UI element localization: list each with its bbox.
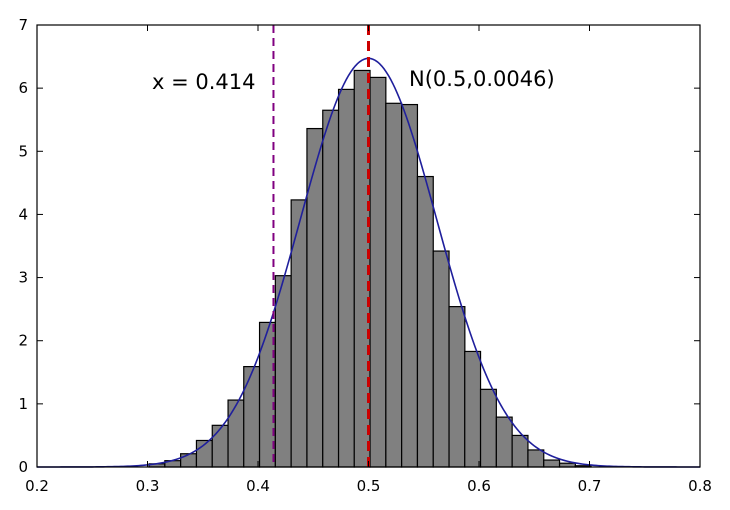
y-tick-label-2: 2 [18,332,28,350]
histogram-bar-10 [306,127,324,468]
histogram-bar-15 [385,102,403,468]
histogram-bar-16 [401,103,419,468]
observed-x-annotation: x = 0.414 [152,70,256,94]
histogram-bar-22 [495,416,513,468]
histogram-bar-11 [322,109,340,468]
y-tick-label-5: 5 [18,142,28,160]
histogram-bar-24 [527,449,545,468]
x-tick-label-6: 0.8 [688,477,712,495]
histogram-bar-2 [180,453,198,468]
histogram-bar-14 [369,76,387,468]
normal-curve-annotation: N(0.5,0.0046) [409,67,555,91]
histogram-bar-20 [464,350,482,468]
histogram-bar-25 [543,459,561,468]
y-tick-label-3: 3 [18,269,28,287]
y-tick-label-4: 4 [18,205,28,223]
histogram-bar-5 [227,399,245,468]
x-tick-label-0: 0.2 [25,477,49,495]
x-tick-label-1: 0.3 [136,477,160,495]
y-tick-label-1: 1 [18,395,28,413]
histogram-bar-12 [337,88,355,468]
y-tick-label-6: 6 [18,79,28,97]
histogram-bar-23 [511,434,529,468]
x-tick-label-3: 0.5 [357,477,381,495]
y-tick-label-0: 0 [18,458,28,476]
x-tick-label-5: 0.7 [578,477,602,495]
histogram-bar-8 [274,275,292,468]
histogram-bar-6 [243,366,261,468]
histogram-bar-17 [416,175,434,468]
x-tick-label-4: 0.6 [467,477,491,495]
axis-ticks: 0.2 0.3 0.4 0.5 0.6 0.7 0.8 0 1 2 3 4 5 6 7 [18,16,711,495]
histogram-bars [148,69,592,468]
histogram-bar-19 [448,306,466,468]
histogram-bar-4 [211,424,229,468]
histogram-bar-18 [432,250,450,468]
y-tick-label-7: 7 [18,16,28,34]
histogram-bar-9 [290,199,308,468]
x-tick-label-2: 0.4 [246,477,270,495]
histogram-bar-21 [479,388,497,468]
plot-frame [36,24,701,468]
